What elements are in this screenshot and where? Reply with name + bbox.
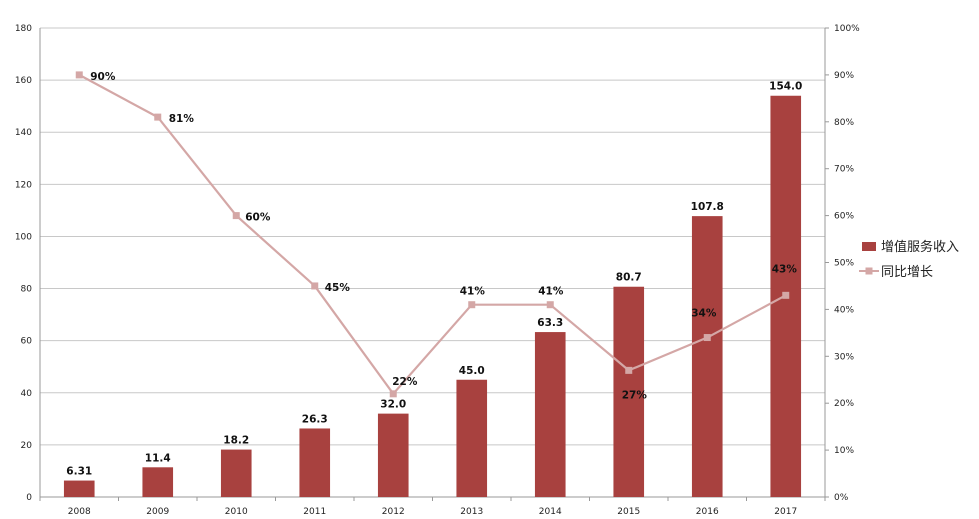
- y-left-tick-label: 60: [21, 337, 33, 347]
- x-tick-label: 2011: [303, 507, 326, 517]
- bar-value-label: 32.0: [380, 399, 406, 411]
- bar-value-label: 18.2: [223, 435, 249, 447]
- line-value-label: 45%: [325, 282, 351, 294]
- x-tick-label: 2017: [774, 507, 797, 517]
- y-right-tick-label: 60%: [834, 212, 854, 222]
- line-marker: [703, 334, 711, 342]
- line-marker: [75, 71, 83, 79]
- x-tick-label: 2014: [539, 507, 562, 517]
- line-value-label: 41%: [460, 286, 486, 298]
- line-value-labels: 90% 81% 60% 45% 22% 41% 41% 27% 34% 43%: [90, 71, 797, 401]
- bar: [299, 428, 331, 497]
- y-left-tick-label: 140: [15, 128, 32, 138]
- y-right-tick-label: 40%: [834, 305, 854, 315]
- bar: [691, 216, 723, 498]
- bar: [377, 413, 409, 497]
- bar-value-label: 107.8: [691, 201, 724, 213]
- x-tick-label: 2015: [617, 507, 640, 517]
- bar-value-label: 26.3: [302, 413, 328, 425]
- line-series: [75, 71, 790, 398]
- x-tick-label: 2012: [382, 507, 405, 517]
- bar-value-label: 63.3: [537, 317, 563, 329]
- line-value-label: 34%: [691, 308, 717, 320]
- y-right-tick-label: 20%: [834, 399, 854, 409]
- y-left-tick-label: 0: [26, 493, 32, 503]
- legend-swatch-bar: [862, 242, 876, 251]
- line-marker: [625, 366, 633, 374]
- line-value-label: 43%: [772, 263, 798, 275]
- bar-value-labels: 6.31 11.4 18.2 26.3 32.0 45.0 63.3 80.7 107.8 154…: [66, 81, 802, 478]
- x-tick-label: 2013: [460, 507, 483, 517]
- x-tick-label: 2016: [696, 507, 719, 517]
- line-marker: [232, 212, 240, 220]
- line-marker: [389, 390, 397, 398]
- line-value-label: 41%: [538, 286, 564, 298]
- y-left-tick-label: 180: [15, 24, 32, 34]
- line-value-label: 22%: [392, 376, 418, 388]
- y-left-tick-label: 20: [21, 441, 33, 451]
- y-right-tick-label: 50%: [834, 259, 854, 269]
- line-marker: [154, 113, 162, 121]
- y-left-tick-label: 40: [21, 389, 33, 399]
- gridlines: [40, 27, 825, 498]
- y-left-tick-label: 120: [15, 180, 32, 190]
- legend-label-bar: 增值服务收入: [881, 239, 959, 255]
- bar: [142, 467, 174, 497]
- line-value-label: 27%: [622, 389, 648, 401]
- bar-value-label: 154.0: [769, 81, 802, 93]
- legend: 增值服务收入 同比增长: [859, 239, 959, 280]
- bar: [534, 332, 566, 497]
- line-value-label: 60%: [245, 212, 271, 224]
- bar: [456, 379, 488, 497]
- bar: [220, 449, 252, 497]
- y-right-tick-label: 10%: [834, 446, 854, 456]
- line-marker: [311, 282, 319, 290]
- y-left-tick-label: 160: [15, 76, 32, 86]
- bar: [613, 286, 645, 497]
- bar-value-label: 45.0: [459, 365, 485, 377]
- x-tick-label: 2010: [225, 507, 248, 517]
- y-left-tick-label: 80: [21, 285, 33, 295]
- legend-label-line: 同比增长: [881, 265, 933, 280]
- bar-series: [63, 95, 802, 498]
- y-right-tick-label: 70%: [834, 165, 854, 175]
- axes: 0 20 40 60 80 100 120 140 160 180 0% 10% 20% 30% 40% 50…: [15, 24, 860, 517]
- x-tick-label: 2009: [146, 507, 169, 517]
- bar: [63, 480, 95, 497]
- bar-value-label: 80.7: [616, 272, 642, 284]
- x-tick-label: 2008: [68, 507, 91, 517]
- y-left-tick-label: 100: [15, 232, 32, 242]
- line-value-label: 90%: [90, 71, 116, 83]
- line-path: [78, 73, 787, 395]
- line-marker: [782, 291, 790, 299]
- y-right-tick-label: 30%: [834, 352, 854, 362]
- y-right-tick-label: 90%: [834, 71, 854, 81]
- y-right-tick-label: 0%: [834, 493, 849, 503]
- line-marker: [546, 301, 554, 309]
- bar-value-label: 6.31: [66, 466, 92, 478]
- legend-swatch-line-marker: [865, 267, 873, 275]
- y-right-tick-label: 80%: [834, 118, 854, 128]
- line-marker: [468, 301, 476, 309]
- line-value-label: 81%: [169, 113, 195, 125]
- bar-value-label: 11.4: [145, 452, 171, 464]
- y-right-tick-label: 100%: [834, 24, 860, 34]
